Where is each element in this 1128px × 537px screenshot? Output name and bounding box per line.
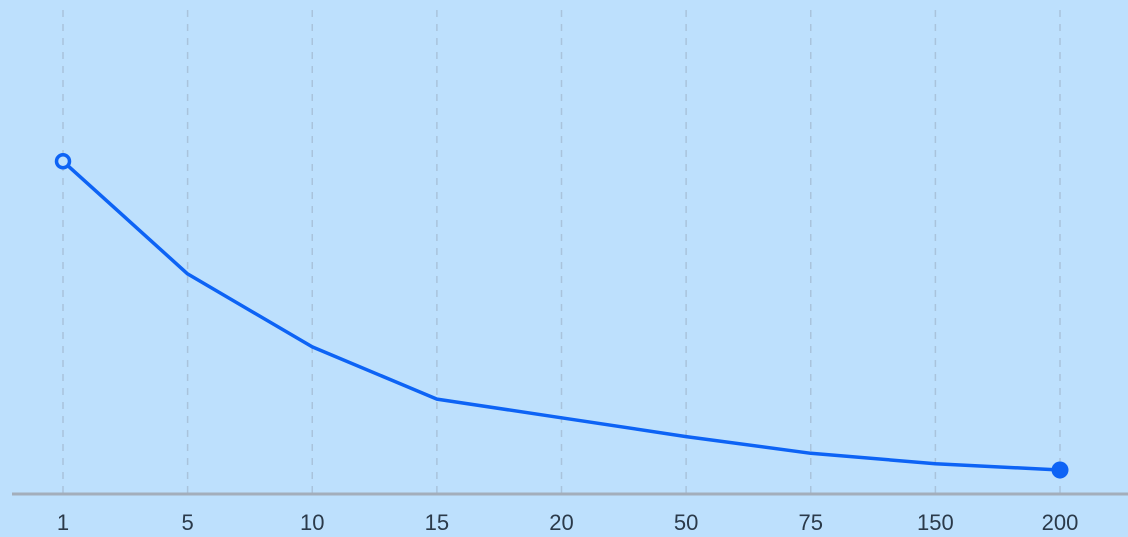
x-tick-label-20: 20 xyxy=(549,510,573,535)
gridlines xyxy=(62,10,1061,494)
data-point-15 xyxy=(435,397,439,401)
data-point-150 xyxy=(933,462,937,466)
data-point-1 xyxy=(54,153,72,170)
data-point-5 xyxy=(186,272,190,276)
data-point-200 xyxy=(1051,461,1069,479)
x-tick-label-10: 10 xyxy=(300,510,324,535)
data-point-10 xyxy=(310,345,314,349)
x-tick-label-15: 15 xyxy=(425,510,449,535)
data-point-75 xyxy=(809,451,813,455)
data-point-50 xyxy=(684,435,688,439)
x-tick-label-75: 75 xyxy=(799,510,823,535)
x-tick-label-5: 5 xyxy=(182,510,194,535)
data-points xyxy=(54,153,1069,479)
x-tick-label-200: 200 xyxy=(1042,510,1079,535)
data-point-20 xyxy=(560,416,563,420)
x-tick-label-1: 1 xyxy=(57,510,69,535)
x-tick-label-50: 50 xyxy=(674,510,698,535)
x-axis-tick-labels: 1 5 10 15 20 50 75 150 200 xyxy=(57,510,1078,535)
x-tick-label-150: 150 xyxy=(917,510,954,535)
